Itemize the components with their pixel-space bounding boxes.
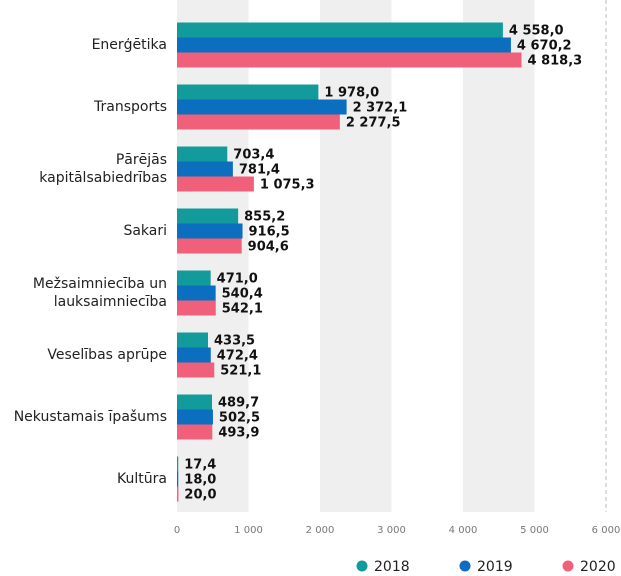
value-label: 4 558,0 (509, 24, 564, 39)
x-tick-label: 2 000 (306, 525, 335, 536)
value-label: 540,4 (222, 287, 263, 302)
legend-label: 2019 (477, 559, 513, 575)
value-label: 1 075,3 (260, 178, 315, 193)
bar (177, 285, 216, 301)
x-tick-label: 5 000 (520, 525, 549, 536)
bar (177, 161, 233, 177)
value-label: 916,5 (249, 225, 290, 240)
value-label: 4 670,2 (517, 39, 572, 54)
x-tick-label: 3 000 (377, 525, 406, 536)
bar (177, 486, 179, 502)
bar (177, 456, 179, 472)
value-label: 1 978,0 (324, 86, 379, 101)
category-label: Veselības aprūpe (47, 347, 167, 363)
value-label: 18,0 (184, 473, 216, 488)
x-tick-label: 4 000 (449, 525, 478, 536)
bar (177, 146, 228, 162)
value-label: 493,9 (218, 426, 259, 441)
x-tick-label: 1 000 (234, 525, 263, 536)
bar (177, 409, 213, 425)
value-label: 781,4 (239, 163, 280, 178)
value-label: 433,5 (214, 334, 255, 349)
bar (177, 394, 213, 410)
x-tick-label: 0 (174, 525, 180, 536)
legend-label: 2020 (580, 559, 616, 575)
legend-marker (356, 560, 368, 572)
value-label: 855,2 (244, 210, 285, 225)
value-label: 20,0 (184, 488, 216, 503)
bar (177, 99, 347, 115)
value-label: 472,4 (217, 349, 258, 364)
value-label: 17,4 (184, 458, 216, 473)
value-label: 471,0 (217, 272, 258, 287)
category-label: Pārējās kapitālsabiedrības (39, 152, 167, 186)
legend-marker (562, 560, 574, 572)
value-label: 489,7 (218, 396, 259, 411)
bar (177, 37, 511, 53)
bar (177, 300, 216, 316)
bar (177, 52, 522, 68)
bar (177, 22, 503, 38)
x-tick-label: 6 000 (592, 525, 621, 536)
bar (177, 332, 208, 348)
grid-band (320, 0, 392, 512)
value-label: 2 277,5 (346, 116, 401, 131)
bar (177, 84, 319, 100)
category-label: Enerģētika (91, 37, 167, 53)
value-label: 542,1 (222, 302, 263, 317)
value-label: 904,6 (248, 240, 289, 255)
bar (177, 424, 213, 440)
value-label: 502,5 (219, 411, 260, 426)
bar (177, 208, 239, 224)
bar (177, 114, 340, 130)
bar (177, 471, 179, 487)
bar (177, 362, 215, 378)
bar (177, 238, 242, 254)
value-label: 703,4 (233, 148, 274, 163)
category-label: Kultūra (117, 471, 167, 487)
category-label: Mežsaimniecība un lauksaimniecība (32, 276, 167, 310)
bar (177, 223, 243, 239)
value-label: 2 372,1 (353, 101, 408, 116)
grid-band (463, 0, 535, 512)
category-label: Transports (94, 99, 167, 115)
bar (177, 176, 254, 192)
value-label: 4 818,3 (528, 54, 583, 69)
bar (177, 347, 211, 363)
bar (177, 270, 211, 286)
legend-marker (459, 560, 471, 572)
legend-label: 2018 (374, 559, 410, 575)
category-label: Sakari (123, 223, 167, 239)
value-label: 521,1 (220, 364, 261, 379)
category-label: Nekustamais īpašums (13, 409, 167, 425)
